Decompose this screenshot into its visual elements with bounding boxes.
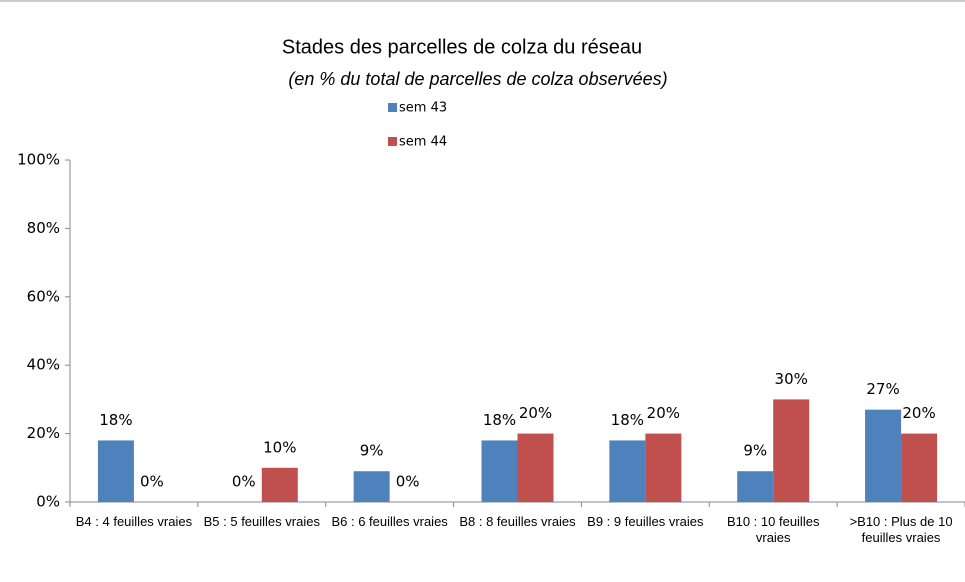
value-label: 9% (743, 442, 767, 460)
bar (737, 471, 774, 502)
legend-label: sem 44 (399, 135, 447, 150)
value-label: 30% (775, 370, 808, 388)
x-tick-label: B8 : 8 feuilles vraies (459, 514, 576, 529)
x-tick-label: B6 : 6 feuilles vraies (331, 514, 448, 529)
bar (865, 409, 902, 502)
value-label: 20% (647, 404, 680, 422)
value-label: 18% (483, 411, 516, 429)
bar (901, 433, 938, 502)
bar (517, 433, 554, 502)
value-label: 18% (611, 411, 644, 429)
bar (773, 399, 810, 502)
value-label: 27% (866, 380, 899, 398)
x-tick-label: B10 : 10 feuilles vraies (726, 514, 820, 545)
value-label: 0% (140, 473, 164, 491)
legend-swatch (388, 137, 397, 146)
value-label: 0% (396, 473, 420, 491)
chart-title: Stades des parcelles de colza du réseau (282, 36, 642, 58)
bar (481, 440, 518, 502)
value-label: 20% (519, 404, 552, 422)
y-tick-label: 20% (27, 424, 60, 442)
bar (261, 467, 298, 502)
value-label: 10% (263, 438, 296, 456)
y-tick-label: 60% (27, 287, 60, 305)
y-tick-label: 80% (27, 219, 60, 237)
y-tick-label: 0% (36, 493, 60, 511)
legend-swatch (388, 103, 397, 112)
y-tick-label: 100% (17, 151, 60, 169)
bar (353, 471, 390, 502)
x-tick-label: B5 : 5 feuilles vraies (203, 514, 320, 529)
value-label: 18% (99, 411, 132, 429)
value-label: 0% (232, 473, 256, 491)
y-tick-label: 40% (27, 356, 60, 374)
chart-subtitle: (en % du total de parcelles de colza obs… (288, 69, 667, 89)
x-tick-label: B9 : 9 feuilles vraies (587, 514, 704, 529)
x-tick-label: B4 : 4 feuilles vraies (75, 514, 193, 529)
x-tick-label: >B10 : Plus de 10 feuilles vraies (849, 514, 953, 545)
value-label: 20% (902, 404, 935, 422)
value-label: 9% (360, 442, 384, 460)
bar (609, 440, 646, 502)
bar (645, 433, 682, 502)
legend-label: sem 43 (399, 101, 447, 116)
bar (97, 440, 134, 502)
